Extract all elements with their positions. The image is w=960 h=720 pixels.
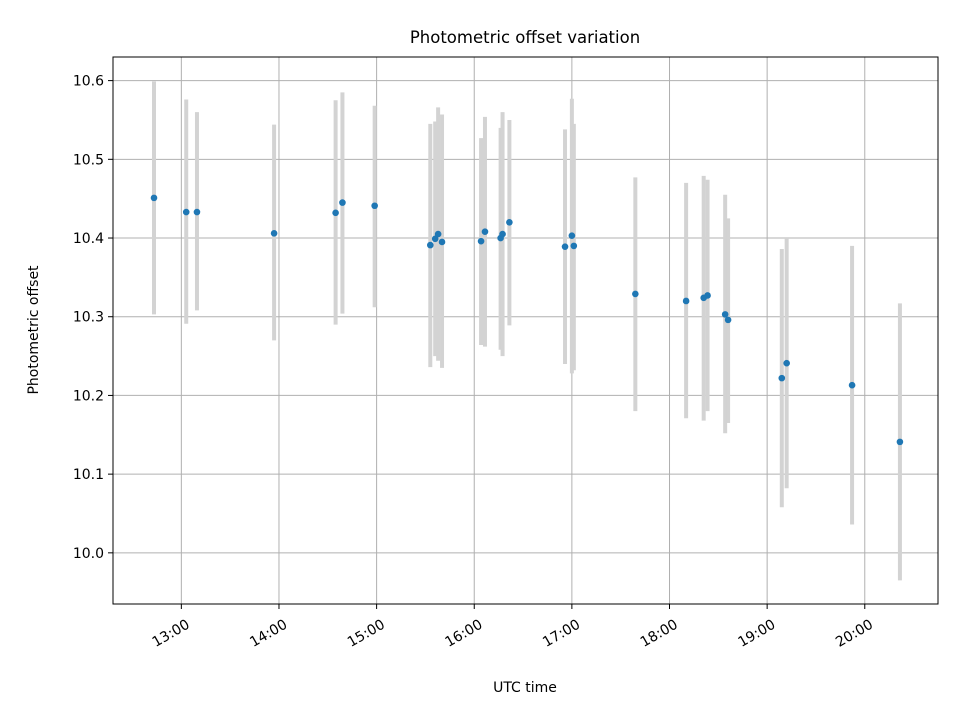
y-tick-label: 10.1 [73, 467, 104, 483]
data-point [182, 208, 190, 216]
data-point [193, 208, 201, 216]
y-tick-label: 10.3 [73, 310, 104, 326]
data-point [848, 381, 856, 389]
data-point [481, 228, 489, 236]
data-point [721, 311, 729, 318]
y-tick-label: 10.2 [73, 388, 104, 404]
data-point [434, 230, 442, 238]
data-point [150, 194, 158, 202]
data-point [477, 237, 485, 245]
data-point [371, 202, 378, 210]
chart-title: Photometric offset variation [410, 28, 640, 47]
data-point [570, 242, 578, 250]
data-point [568, 232, 576, 239]
data-point [332, 209, 339, 217]
data-point [438, 238, 446, 246]
y-tick-label: 10.0 [73, 546, 104, 562]
data-point [724, 316, 732, 324]
data-point [506, 218, 513, 226]
data-point [896, 438, 904, 446]
data-point [561, 243, 569, 250]
data-point [499, 230, 506, 238]
y-axis-label: Photometric offset [26, 265, 42, 395]
data-point [632, 290, 639, 298]
data-point [431, 235, 439, 243]
data-point [783, 359, 790, 367]
y-tick-label: 10.6 [73, 74, 104, 90]
y-axis-ticks: 10.0 10.1 10.2 10.3 10.4 10.5 10.6 [73, 74, 113, 562]
y-tick-label: 10.5 [73, 152, 104, 168]
data-point [270, 229, 278, 237]
data-point [427, 241, 434, 249]
data-point [339, 199, 346, 206]
data-point [682, 297, 690, 305]
data-points [150, 194, 904, 446]
data-point [704, 292, 711, 299]
data-point [778, 374, 786, 382]
x-axis-label: UTC time [493, 680, 557, 696]
plot-frame [112, 56, 939, 605]
y-tick-label: 10.4 [73, 231, 104, 247]
